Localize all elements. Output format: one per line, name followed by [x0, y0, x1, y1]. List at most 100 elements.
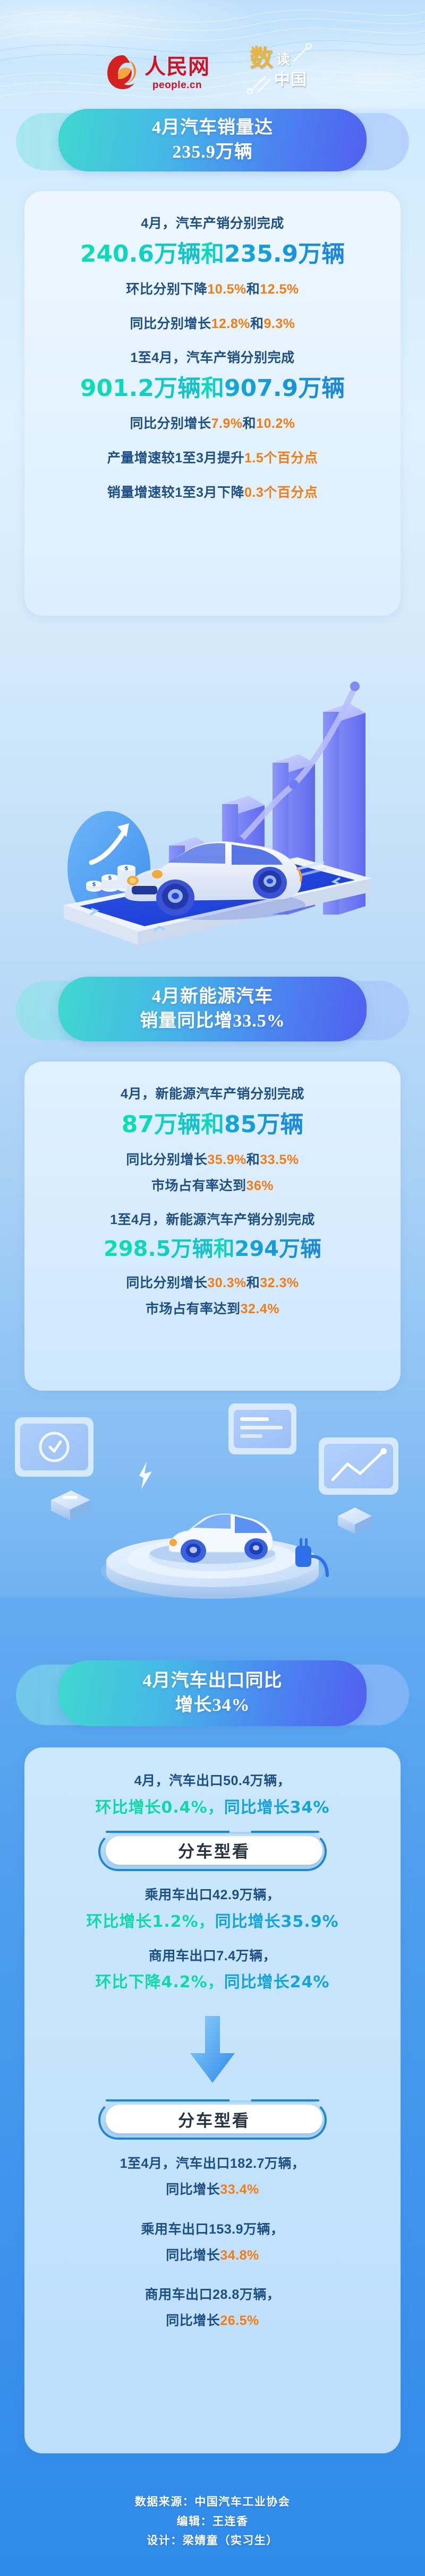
- section-1-title-pill: 4月汽车销量达 235.9万辆: [58, 109, 367, 171]
- coin-stack-small: $: [86, 881, 102, 892]
- stat-joiner: 和: [250, 316, 264, 331]
- mom-decline-value: 环比下降4.2%，: [95, 1973, 224, 1992]
- stat-prefix: 销量增速较1至3月下降: [107, 485, 245, 500]
- series-logo-arrow-icon: [293, 44, 312, 62]
- stat-line: 1至4月，新能源汽车产销分别完成: [110, 1212, 315, 1228]
- stat-line: 同比分别增长30.3%和32.3%: [38, 1273, 387, 1294]
- page-footer: 数据来源：中国汽车工业协会 编辑：王连香 设计：梁婧童（实习生）: [0, 2473, 425, 2576]
- section-3-title-line-2: 增长34%: [175, 1695, 250, 1715]
- stat-line: 商用车出口7.4万辆，: [148, 1948, 277, 1963]
- stat-line: 乘用车出口42.9万辆，: [144, 1887, 280, 1902]
- section-3-title-pill: 4月汽车出口同比 增长34%: [58, 1660, 367, 1726]
- stat-highlight: 30.3%: [207, 1276, 246, 1290]
- stat-highlight: 10.5%: [207, 281, 246, 297]
- stat-line: 4月，汽车产销分别完成: [141, 216, 284, 231]
- joiner: 和: [213, 1237, 235, 1261]
- sales-value: 907.9万辆: [224, 375, 345, 402]
- stat-line: 乘用车出口153.9万辆，: [141, 2221, 284, 2237]
- stat-line: 环比分别下降10.5%和12.5%: [38, 279, 387, 300]
- stat-highlight: 12.8%: [211, 316, 250, 331]
- trend-point: [289, 780, 299, 789]
- nev-production-value: 87万辆: [121, 1110, 201, 1138]
- section-3-card: 4月，汽车出口50.4万辆， 环比增长0.4%，同比增长34% 分车型看 乘用车…: [24, 1747, 401, 2453]
- by-vehicle-type-label: 分车型看: [178, 1842, 250, 1862]
- stat-joiner: 和: [242, 416, 257, 431]
- button-face[interactable]: 分车型看: [106, 1836, 322, 1865]
- section-2-title-line-1: 4月新能源汽车: [152, 987, 273, 1007]
- stat-highlight: 26.5%: [220, 2313, 259, 2328]
- mom-growth-value: 环比增长1.2%，: [86, 1912, 215, 1931]
- coin-stack-medium: $: [101, 874, 118, 892]
- stat-prefix: 同比分别增长: [130, 316, 211, 331]
- stat-prefix: 同比分别增长: [126, 1152, 208, 1167]
- illustration-growth-chart-with-car: $ $ $: [64, 682, 372, 945]
- svg-text:$: $: [92, 881, 96, 888]
- section-1-title-line-2: 235.9万辆: [172, 142, 253, 162]
- people-cn-logo[interactable]: 人民网 people.cn: [106, 53, 210, 91]
- stat-line: 同比增长34.8%: [34, 2245, 391, 2266]
- series-logo-char-du: 读: [276, 52, 291, 67]
- by-vehicle-type-button-2[interactable]: 分车型看: [98, 2099, 327, 2140]
- floating-panel-right-2: [319, 1437, 398, 1495]
- by-vehicle-type-button-1[interactable]: 分车型看: [98, 1830, 327, 1871]
- mom-growth-value: 环比增长0.4%，: [95, 1798, 224, 1817]
- stat-highlight: 7.9%: [211, 416, 243, 431]
- illustration-ev-charging-platform: [15, 1403, 398, 1599]
- by-vehicle-type-label: 分车型看: [178, 2111, 250, 2130]
- section-3-title-line-1: 4月汽车出口同比: [142, 1671, 283, 1691]
- stat-line: 4月，汽车出口50.4万辆，: [134, 1773, 291, 1788]
- series-logo-shudu-zhongguo: 数 读 中国: [246, 44, 312, 94]
- stat-highlight: 10.2%: [256, 416, 295, 431]
- production-value: 901.2万辆: [80, 375, 201, 402]
- production-value: 240.6万辆: [80, 240, 201, 268]
- button-face[interactable]: 分车型看: [106, 2105, 322, 2134]
- footer-designer: 设计：梁婧童（实习生）: [147, 2534, 278, 2547]
- stat-highlight: 32.4%: [240, 1301, 279, 1316]
- section-2-card: 4月，新能源汽车产销分别完成 87万辆和85万辆 同比分别增长35.9%和33.…: [24, 1062, 401, 1391]
- stat-highlight: 36%: [246, 1178, 274, 1193]
- yoy-growth-value: 同比增长24%: [224, 1973, 330, 1992]
- stat-line: 市场占有率达到32.4%: [38, 1299, 387, 1320]
- joiner: 和: [201, 375, 224, 402]
- stat-prefix: 市场占有率达到: [151, 1178, 246, 1193]
- stat-line: 同比分别增长12.8%和9.3%: [38, 314, 387, 334]
- floating-panel-right: [228, 1403, 296, 1454]
- charging-plug-icon: [295, 1538, 329, 1577]
- export-emphasis-line: 环比增长0.4%，同比增长34%: [34, 1797, 391, 1819]
- series-logo-char-zhongguo: 中国: [274, 71, 307, 89]
- down-arrow-icon: [190, 2016, 235, 2083]
- stat-prefix: 同比增长: [166, 2247, 220, 2263]
- stat-highlight: 1.5个百分点: [244, 450, 318, 466]
- trend-point: [350, 682, 360, 691]
- nev-ytd-production-value: 298.5万辆: [103, 1237, 214, 1261]
- series-logo-line-icon: [246, 76, 270, 94]
- joiner: 和: [201, 1110, 224, 1138]
- section-2-title-pill: 4月新能源汽车 销量同比增33.5%: [58, 977, 367, 1041]
- stat-prefix: 同比分别增长: [126, 1276, 208, 1290]
- stat-joiner: 和: [246, 1152, 260, 1167]
- yoy-growth-value: 同比增长35.9%: [215, 1912, 339, 1931]
- section-1-title-line-1: 4月汽车销量达: [152, 118, 273, 138]
- stat-highlight: 33.5%: [260, 1152, 299, 1167]
- stat-line: 商用车出口28.8万辆，: [144, 2287, 280, 2303]
- stat-big-number-line: 298.5万辆和294万辆: [38, 1236, 387, 1262]
- section-2-title: 4月新能源汽车 销量同比增33.5%: [0, 977, 425, 1046]
- car-illustration: [120, 841, 305, 920]
- car-wheel-front: [156, 880, 194, 916]
- people-cn-emblem-icon: [106, 53, 139, 91]
- stat-big-number-line: 901.2万辆和907.9万辆: [38, 374, 387, 403]
- yoy-growth-value: 同比增长34%: [224, 1798, 330, 1817]
- nev-ytd-sales-value: 294万辆: [234, 1237, 322, 1261]
- stat-big-number-line: 87万辆和85万辆: [38, 1110, 387, 1139]
- button-dashed-top-border: [106, 2099, 319, 2102]
- series-logo-char-shu: 数: [250, 45, 273, 71]
- stat-joiner: 和: [246, 281, 260, 297]
- stat-highlight: 34.8%: [220, 2247, 259, 2263]
- floating-cube-left: [51, 1491, 90, 1520]
- nev-sales-value: 85万辆: [224, 1110, 304, 1138]
- export-emphasis-line: 环比下降4.2%，同比增长24%: [34, 1971, 391, 1994]
- header-wave-background: [0, 0, 425, 109]
- stat-line: 同比增长26.5%: [34, 2311, 391, 2331]
- stat-highlight: 33.4%: [220, 2182, 259, 2197]
- header-wave-lines: [0, 10, 425, 98]
